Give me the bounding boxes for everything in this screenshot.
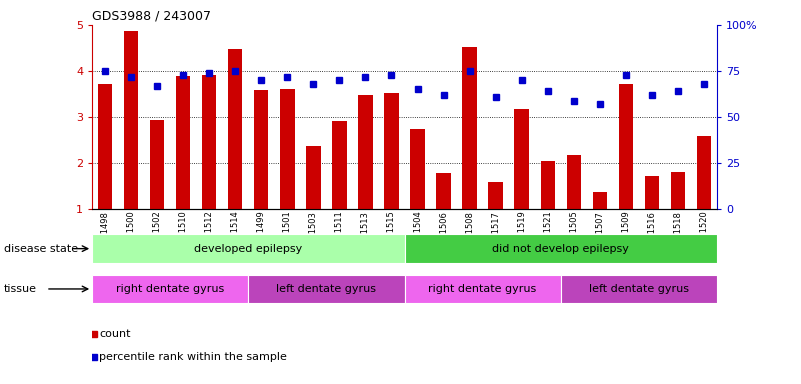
Bar [248, 275, 405, 303]
Bar [410, 129, 425, 209]
Bar [384, 93, 399, 209]
Bar [98, 84, 112, 209]
Text: GDS3988 / 243007: GDS3988 / 243007 [92, 9, 211, 22]
Text: right dentate gyrus: right dentate gyrus [116, 284, 224, 294]
Text: developed epilepsy: developed epilepsy [194, 243, 303, 254]
Bar [228, 50, 243, 209]
Bar [92, 234, 405, 263]
Text: count: count [99, 329, 131, 339]
Bar [405, 234, 717, 263]
Bar [92, 275, 248, 303]
Text: percentile rank within the sample: percentile rank within the sample [99, 352, 287, 362]
Bar [405, 275, 561, 303]
Text: disease state: disease state [4, 243, 78, 254]
Bar [618, 84, 633, 209]
Bar [489, 182, 503, 209]
Bar [645, 175, 659, 209]
Bar [124, 31, 139, 209]
Bar [697, 136, 711, 209]
Bar [593, 192, 607, 209]
Bar [437, 173, 451, 209]
Bar [202, 75, 216, 209]
Bar [280, 89, 295, 209]
Bar [176, 76, 191, 209]
Bar [566, 155, 581, 209]
Bar [541, 161, 555, 209]
Bar [332, 121, 347, 209]
Bar [514, 109, 529, 209]
Bar [306, 146, 320, 209]
Text: right dentate gyrus: right dentate gyrus [429, 284, 537, 294]
Bar [561, 275, 717, 303]
Bar [358, 95, 372, 209]
Bar [462, 47, 477, 209]
Bar [670, 172, 685, 209]
Bar [254, 90, 268, 209]
Text: left dentate gyrus: left dentate gyrus [589, 284, 689, 294]
Text: did not develop epilepsy: did not develop epilepsy [493, 243, 629, 254]
Bar [150, 120, 164, 209]
Text: tissue: tissue [4, 284, 37, 294]
Text: left dentate gyrus: left dentate gyrus [276, 284, 376, 294]
